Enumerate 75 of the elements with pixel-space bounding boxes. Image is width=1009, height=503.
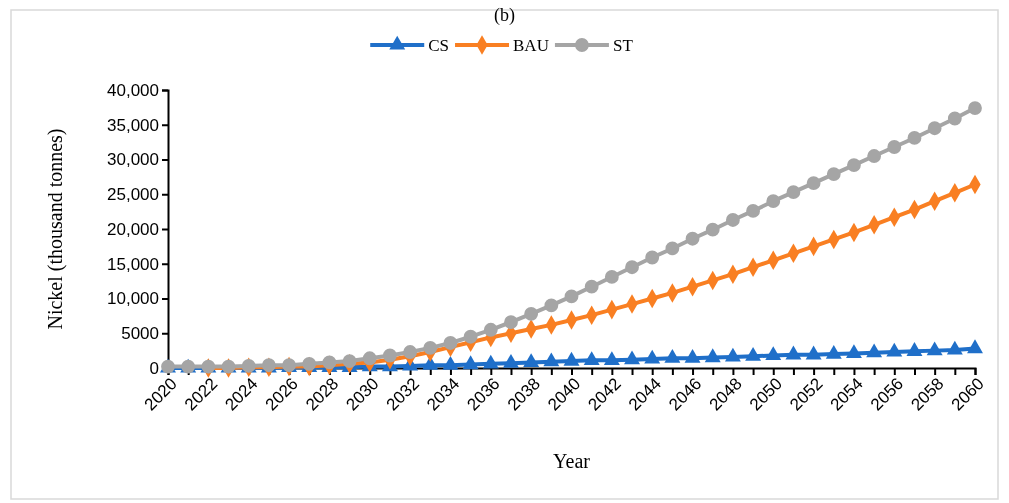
point xyxy=(927,121,942,136)
point xyxy=(766,194,781,209)
point xyxy=(543,352,560,367)
point xyxy=(523,353,540,368)
point xyxy=(403,345,418,359)
point xyxy=(524,306,539,321)
x-axis-title: Year xyxy=(553,450,591,472)
legend-label: BAU xyxy=(513,35,549,55)
point xyxy=(866,343,883,358)
point xyxy=(563,351,580,366)
legend-label: ST xyxy=(612,35,634,55)
y-tick-label: 5000 xyxy=(121,324,159,344)
legend-label: CS xyxy=(428,35,450,55)
point xyxy=(482,354,499,369)
point xyxy=(867,149,882,163)
point xyxy=(685,231,700,246)
point xyxy=(644,349,661,364)
point xyxy=(544,298,559,313)
point xyxy=(765,346,782,361)
point xyxy=(967,339,983,354)
point xyxy=(564,289,579,304)
point xyxy=(583,351,600,365)
point xyxy=(704,348,721,363)
point xyxy=(725,213,740,227)
y-tick-label: 0 xyxy=(149,358,159,378)
point xyxy=(847,158,861,172)
y-tick-label: 35,000 xyxy=(107,115,159,135)
point xyxy=(665,241,680,256)
y-tick-label: 40,000 xyxy=(107,80,159,100)
point xyxy=(664,349,681,363)
point xyxy=(342,354,357,368)
point xyxy=(443,336,458,350)
point xyxy=(684,349,701,363)
point xyxy=(968,101,982,115)
point xyxy=(422,356,439,370)
point xyxy=(724,347,741,362)
point xyxy=(926,341,943,356)
point xyxy=(584,279,599,294)
point xyxy=(503,353,519,368)
point xyxy=(785,345,802,360)
point xyxy=(946,340,963,355)
y-tick-label: 20,000 xyxy=(107,219,159,239)
point xyxy=(886,342,903,357)
point xyxy=(745,346,762,361)
point xyxy=(603,351,620,365)
point xyxy=(362,351,377,366)
point xyxy=(746,204,760,218)
point xyxy=(826,167,841,181)
point xyxy=(483,322,498,337)
point xyxy=(463,329,478,344)
y-tick-label: 10,000 xyxy=(107,289,159,309)
point xyxy=(645,250,660,265)
point xyxy=(383,348,397,363)
point xyxy=(423,340,438,355)
point xyxy=(906,342,923,356)
point xyxy=(806,176,821,191)
point xyxy=(786,185,801,200)
y-axis-title: Nickel (thousand tonnes) xyxy=(44,128,67,330)
chart-title: (b) xyxy=(494,4,515,26)
y-tick-label: 15,000 xyxy=(107,254,159,274)
y-tick-label: 30,000 xyxy=(107,150,159,170)
point xyxy=(625,260,639,275)
point xyxy=(825,344,842,359)
point xyxy=(504,315,518,330)
point xyxy=(845,344,862,359)
point xyxy=(947,111,962,126)
point xyxy=(907,131,922,145)
point xyxy=(805,345,822,360)
point xyxy=(887,140,902,154)
point xyxy=(604,270,619,284)
point xyxy=(624,350,640,365)
point xyxy=(442,356,459,370)
y-tick-label: 25,000 xyxy=(107,185,159,205)
point xyxy=(462,355,479,370)
point xyxy=(705,222,720,237)
